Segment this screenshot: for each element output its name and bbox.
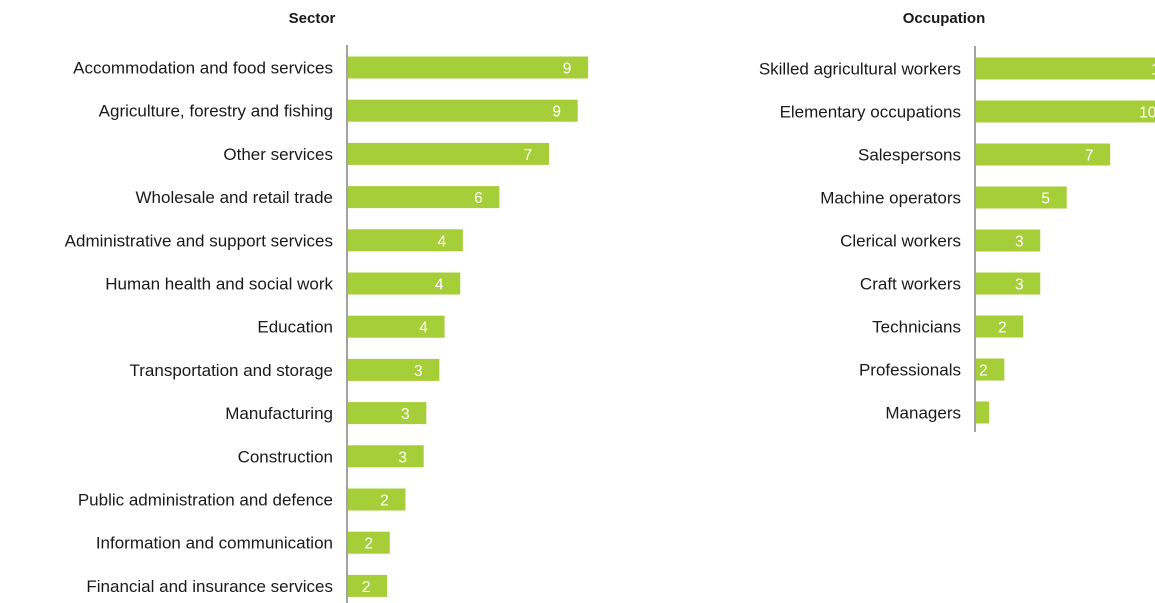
value-label-technicians: 2 [998,320,1007,337]
category-label-human-health-and-social-work: Human health and social work [105,275,333,294]
bar-machine-operators [976,186,1067,209]
value-label-information-and-communication: 2 [364,536,373,553]
category-label-technicians: Technicians [872,318,961,337]
value-label-craft-workers: 3 [1015,277,1024,294]
value-label-elementary-occupations: 10 [1139,105,1155,122]
category-label-financial-and-insurance-services: Financial and insurance services [86,577,333,596]
value-label-salespersons: 7 [1085,148,1094,165]
bar-craft-workers [976,272,1041,295]
category-label-transportation-and-storage: Transportation and storage [130,361,334,380]
category-label-craft-workers: Craft workers [860,275,961,294]
category-label-skilled-agricultural-workers: Skilled agricultural workers [759,60,961,79]
bar-public-administration-and-defence [348,488,406,511]
bar-agriculture-forestry-and-fishing [348,99,578,122]
bar-human-health-and-social-work [348,272,461,295]
category-label-administrative-and-support-services: Administrative and support services [65,231,333,250]
bar-salespersons [976,143,1111,166]
value-label-administrative-and-support-services: 4 [438,233,447,250]
sector-chart-title: Sector [289,10,336,27]
bar-construction [348,445,424,468]
value-label-clerical-workers: 3 [1015,234,1024,251]
bar-wholesale-and-retail-trade [348,186,500,209]
category-label-clerical-workers: Clerical workers [840,232,961,251]
occupation-chart-title: Occupation [903,10,986,27]
bar-skilled-agricultural-workers [976,57,1155,80]
bar-elementary-occupations [976,100,1155,123]
category-label-wholesale-and-retail-trade: Wholesale and retail trade [135,188,333,207]
value-label-construction: 3 [398,449,407,466]
value-label-manufacturing: 3 [401,406,410,423]
bar-clerical-workers [976,229,1041,252]
value-label-transportation-and-storage: 3 [414,363,423,380]
value-label-skilled-agricultural-workers: 11 [1151,62,1155,79]
value-label-human-health-and-social-work: 4 [435,277,444,294]
category-label-managers: Managers [885,404,961,423]
category-label-public-administration-and-defence: Public administration and defence [78,491,333,510]
bar-information-and-communication [348,531,390,554]
category-label-machine-operators: Machine operators [820,189,961,208]
category-label-elementary-occupations: Elementary occupations [780,103,961,122]
bar-financial-and-insurance-services [348,574,388,597]
category-label-accommodation-and-food-services: Accommodation and food services [73,59,333,78]
bar-technicians [976,315,1024,338]
bar-other-services [348,142,549,165]
category-label-manufacturing: Manufacturing [225,404,333,423]
sector-chart: Sector Accommodation and food services 9 Ag… [65,10,589,603]
value-label-wholesale-and-retail-trade: 6 [474,190,483,207]
value-label-other-services: 7 [524,147,533,164]
value-label-professionals: 2 [979,363,988,380]
category-label-construction: Construction [238,447,333,466]
value-label-public-administration-and-defence: 2 [380,493,389,510]
category-label-professionals: Professionals [859,361,961,380]
value-label-agriculture-forestry-and-fishing: 9 [552,104,561,121]
bar-transportation-and-storage [348,358,440,381]
bar-professionals [976,358,1005,381]
category-label-education: Education [257,318,333,337]
value-label-education: 4 [419,320,428,337]
category-label-information-and-communication: Information and communication [96,534,333,553]
category-label-salespersons: Salespersons [858,146,961,165]
bar-accommodation-and-food-services [348,56,589,79]
bar-manufacturing [348,402,427,425]
bar-education [348,315,445,338]
category-label-other-services: Other services [223,145,333,164]
category-label-agriculture-forestry-and-fishing: Agriculture, forestry and fishing [99,102,333,121]
value-label-machine-operators: 5 [1041,191,1050,208]
value-label-accommodation-and-food-services: 9 [563,61,572,78]
bar-administrative-and-support-services [348,229,463,252]
bar-managers [976,401,990,424]
value-label-financial-and-insurance-services: 2 [362,579,371,596]
value-label-managers: 1 [964,406,973,423]
